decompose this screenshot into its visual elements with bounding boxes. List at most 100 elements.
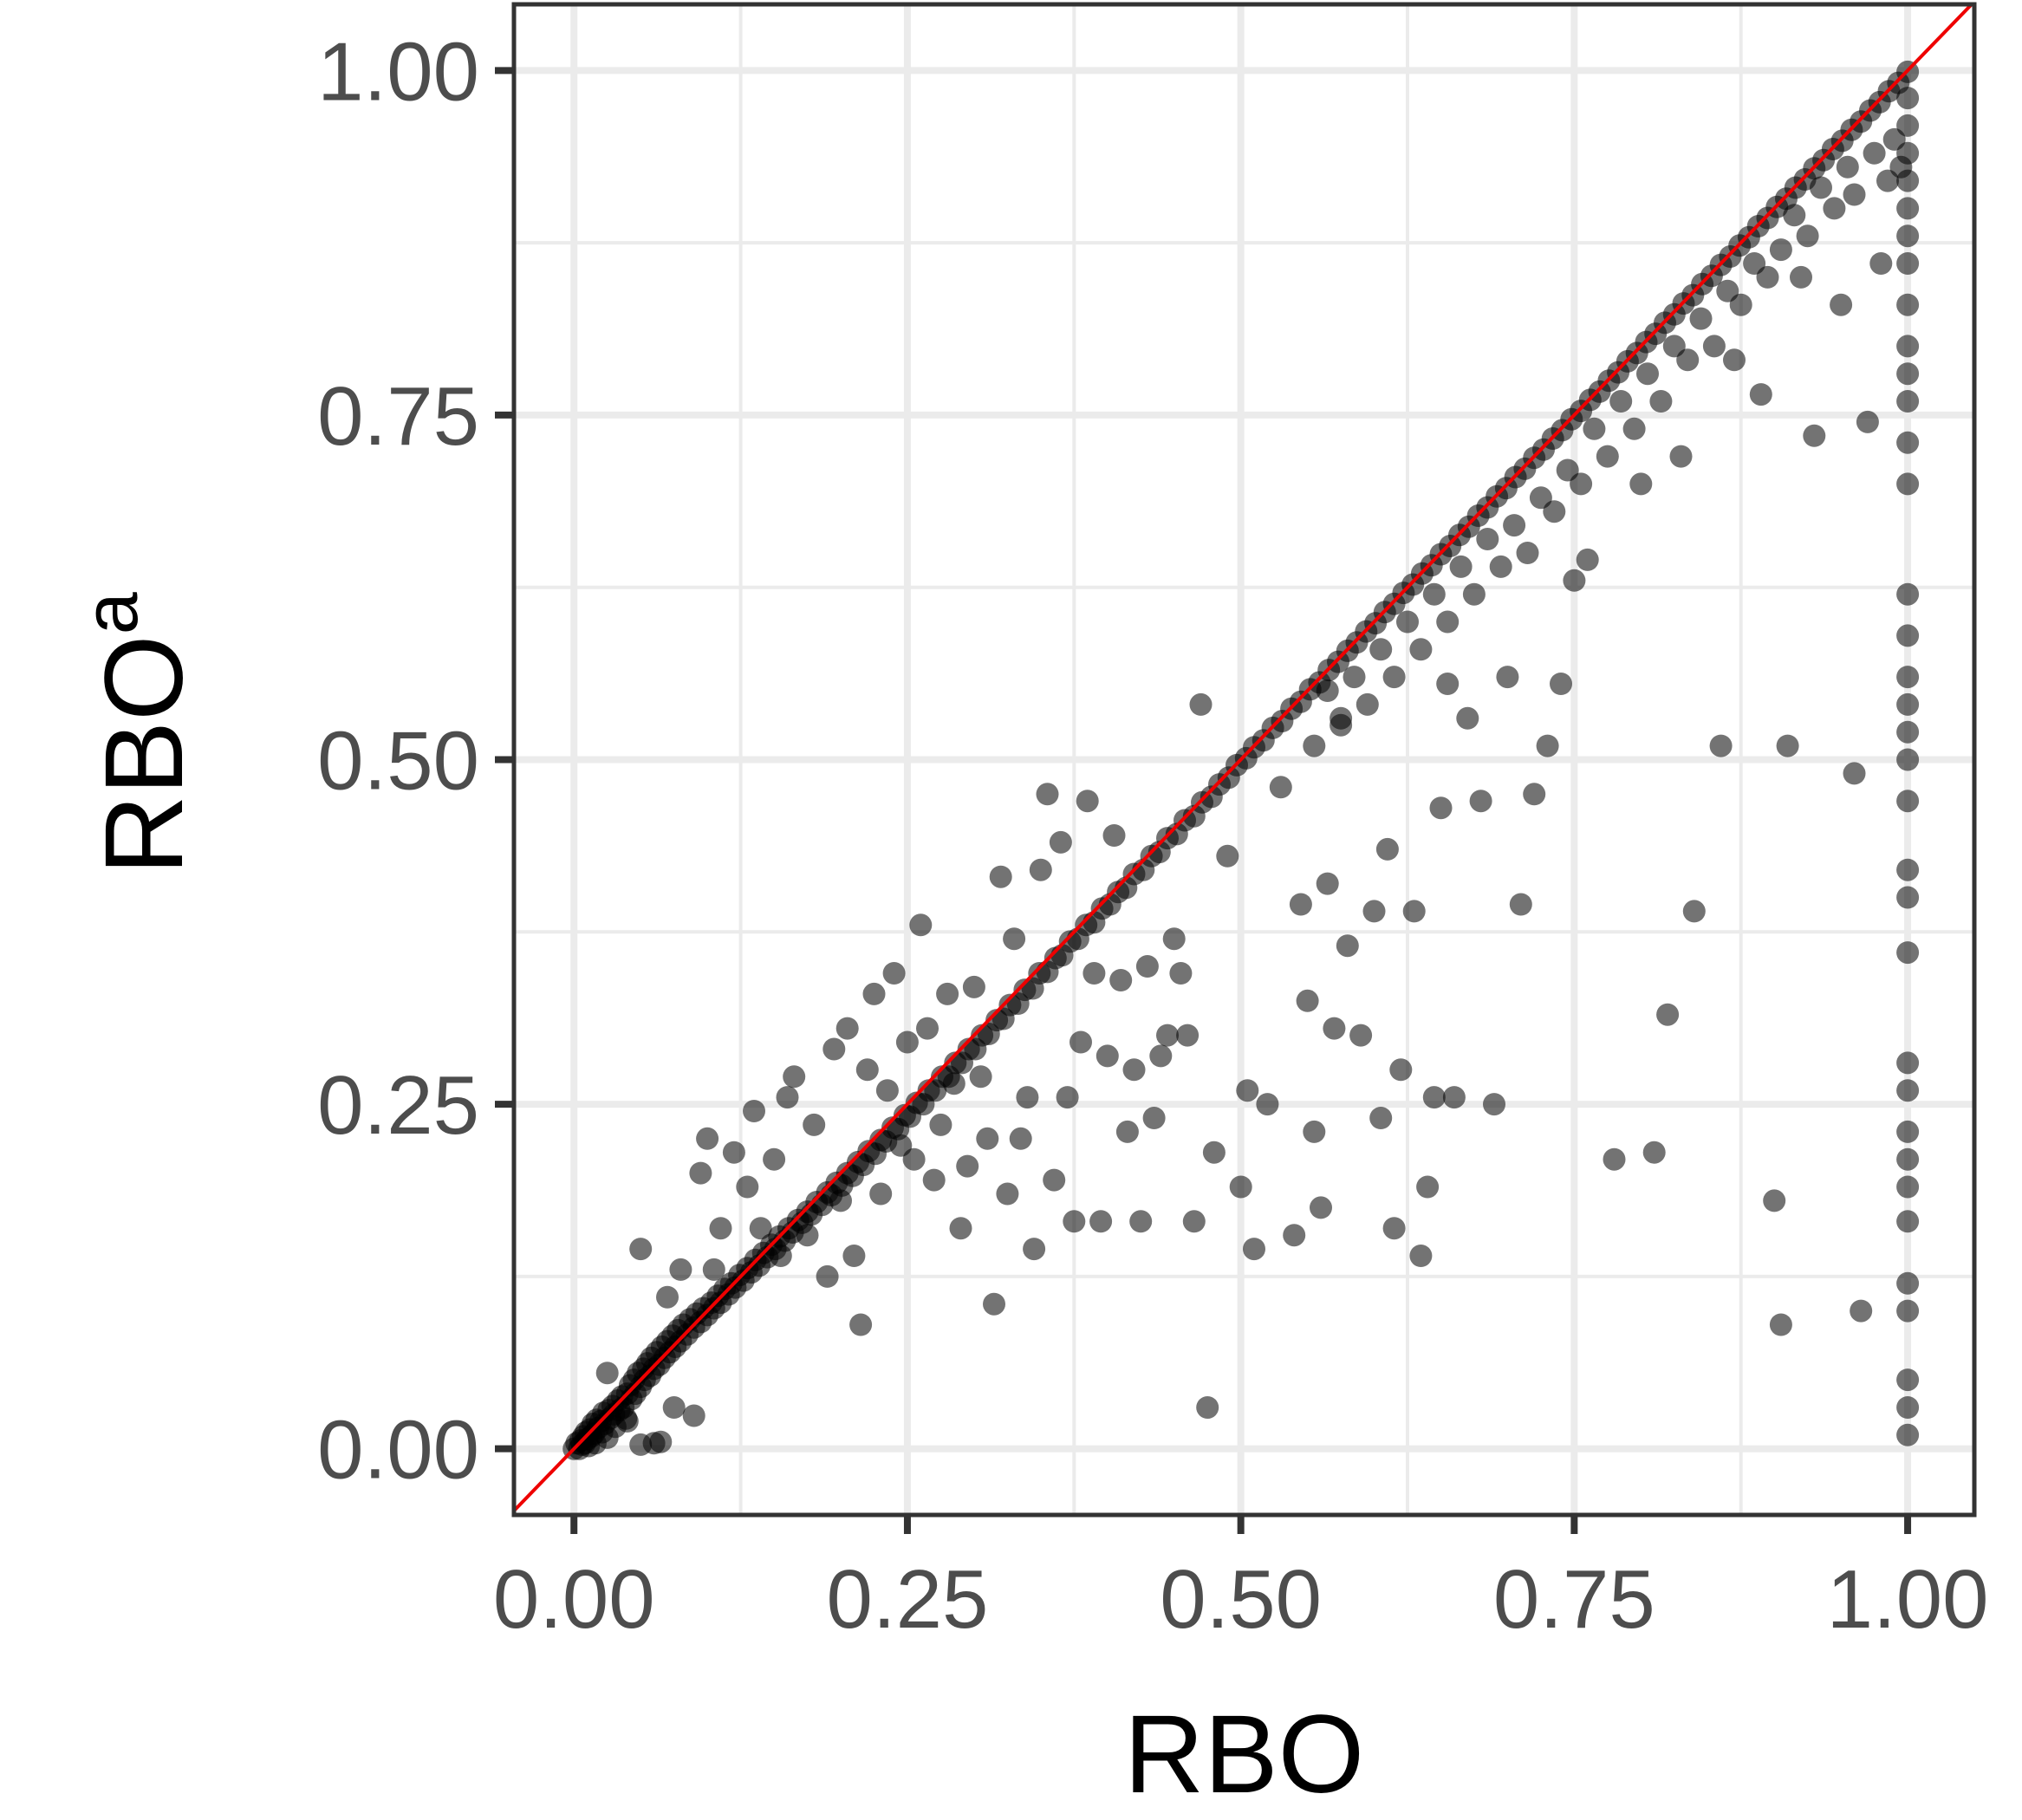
- y-axis-ticks: 0.00 0.25 0.50 0.75 1.00: [317, 25, 514, 1497]
- data-point: [1896, 790, 1920, 813]
- data-point: [1850, 1299, 1873, 1323]
- data-point: [1442, 1086, 1466, 1109]
- data-point: [1362, 900, 1386, 923]
- data-point: [1089, 1210, 1113, 1233]
- data-point: [1310, 1196, 1332, 1219]
- y-tick-label: 1.00: [317, 25, 479, 118]
- data-point: [1896, 224, 1920, 248]
- data-point: [702, 1258, 725, 1281]
- data-point: [1382, 1217, 1406, 1240]
- data-point: [1896, 1299, 1920, 1323]
- data-point: [1503, 514, 1526, 537]
- data-point: [996, 1182, 1019, 1206]
- data-point: [1682, 900, 1706, 923]
- data-point: [1583, 417, 1606, 440]
- data-point: [969, 1065, 992, 1089]
- data-point: [1896, 1271, 1920, 1295]
- data-point: [1343, 666, 1366, 689]
- data-point: [1596, 445, 1619, 468]
- data-point: [743, 1100, 765, 1122]
- data-point: [1336, 934, 1359, 958]
- x-tick-label: 0.00: [493, 1553, 655, 1646]
- data-point: [1369, 1107, 1393, 1129]
- data-point: [916, 1017, 939, 1040]
- data-point: [1436, 673, 1460, 695]
- data-point: [1769, 238, 1792, 262]
- data-point: [1790, 265, 1812, 289]
- data-point: [1783, 204, 1806, 227]
- data-point: [595, 1362, 619, 1385]
- data-point: [1016, 1086, 1039, 1109]
- x-tick-label: 0.50: [1160, 1553, 1322, 1646]
- data-point: [1283, 1224, 1306, 1247]
- data-point: [1003, 927, 1026, 951]
- data-point: [1330, 706, 1353, 730]
- data-point: [689, 1161, 712, 1185]
- data-point: [862, 982, 886, 1005]
- data-point: [1843, 762, 1866, 785]
- data-point: [1422, 1086, 1446, 1109]
- data-point: [1863, 141, 1886, 165]
- data-point: [1896, 362, 1920, 386]
- data-point: [1876, 169, 1899, 192]
- data-point: [1776, 734, 1799, 757]
- data-point: [1036, 783, 1059, 806]
- data-point: [615, 1409, 639, 1433]
- data-point: [1709, 734, 1733, 757]
- data-point: [1402, 900, 1426, 923]
- data-point: [1236, 1079, 1259, 1102]
- data-point: [1603, 1147, 1626, 1171]
- data-point: [1896, 582, 1920, 606]
- data-point: [1896, 1120, 1920, 1143]
- data-point: [1070, 1030, 1092, 1054]
- data-point: [1029, 858, 1052, 881]
- data-point: [1609, 390, 1633, 413]
- data-point: [1689, 307, 1713, 330]
- data-point: [1529, 486, 1552, 510]
- data-point: [736, 1175, 759, 1199]
- data-point: [1523, 783, 1546, 806]
- data-point: [989, 865, 1012, 888]
- data-point: [902, 1147, 926, 1171]
- data-point: [1896, 1210, 1920, 1233]
- data-point: [1896, 1368, 1920, 1392]
- x-tick-label: 0.75: [1493, 1553, 1655, 1646]
- data-point: [1349, 1024, 1373, 1047]
- data-point: [1836, 155, 1859, 179]
- data-point: [1896, 886, 1920, 909]
- x-tick-label: 1.00: [1827, 1553, 1989, 1646]
- data-point: [1743, 252, 1766, 275]
- data-point: [1509, 893, 1532, 916]
- data-point: [829, 1189, 852, 1212]
- data-point: [1316, 679, 1339, 702]
- data-point: [956, 1154, 979, 1178]
- data-point: [1129, 1210, 1153, 1233]
- data-point: [1269, 776, 1292, 799]
- data-point: [649, 1430, 673, 1453]
- data-point: [849, 1313, 873, 1336]
- data-point: [1702, 335, 1726, 358]
- data-point: [796, 1224, 819, 1247]
- data-point: [696, 1127, 719, 1150]
- data-point: [669, 1258, 692, 1281]
- y-tick-label: 0.25: [317, 1059, 479, 1152]
- data-point: [1243, 1238, 1265, 1261]
- data-point: [936, 982, 959, 1005]
- data-point: [1716, 279, 1739, 302]
- data-point: [1896, 720, 1920, 744]
- data-point: [1049, 830, 1072, 854]
- data-point: [1122, 1058, 1146, 1082]
- data-point: [1303, 734, 1326, 757]
- data-point: [763, 1147, 786, 1171]
- data-point: [1896, 87, 1920, 110]
- data-point: [769, 1245, 792, 1267]
- data-point: [855, 1058, 879, 1082]
- data-point: [869, 1182, 893, 1206]
- data-point: [783, 1065, 806, 1089]
- data-point: [629, 1238, 653, 1261]
- data-point: [1476, 528, 1499, 550]
- data-point: [1810, 176, 1832, 199]
- data-point: [1076, 790, 1099, 813]
- data-point: [1063, 1210, 1086, 1233]
- data-point: [1830, 293, 1853, 316]
